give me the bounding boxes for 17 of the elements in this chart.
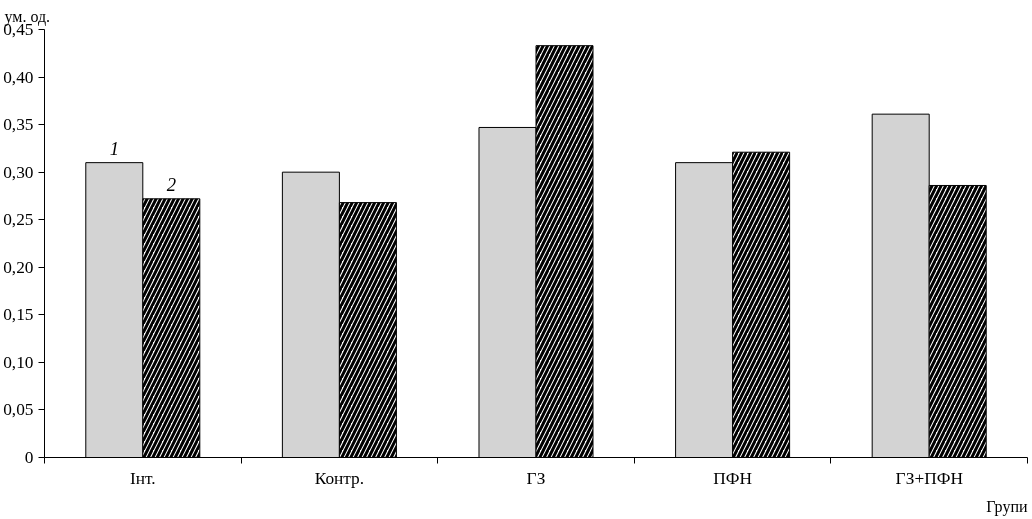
- y-tick-label: 0,10: [3, 352, 34, 372]
- y-tick-label: 0,05: [3, 400, 34, 420]
- y-tick-label: 0,20: [3, 257, 34, 277]
- y-tick-label: 0: [24, 448, 34, 467]
- x-tick-label: ГЗ+ПФН: [895, 468, 964, 488]
- x-tick-label: Інт.: [129, 468, 156, 488]
- x-axis-title: Групи: [986, 497, 1028, 516]
- x-tick-label: ПФН: [713, 468, 752, 488]
- y-tick-label: 0,40: [3, 67, 34, 87]
- y-tick-label: 0,30: [3, 162, 34, 182]
- y-tick-label: 0,15: [3, 305, 34, 325]
- y-tick-label: 0,35: [3, 115, 34, 135]
- x-tick-label: ГЗ: [526, 468, 546, 488]
- series-label: 1: [109, 137, 119, 159]
- series-label: 2: [166, 173, 176, 195]
- x-tick-label: Контр.: [314, 468, 365, 488]
- y-tick-label: 0,25: [3, 210, 34, 230]
